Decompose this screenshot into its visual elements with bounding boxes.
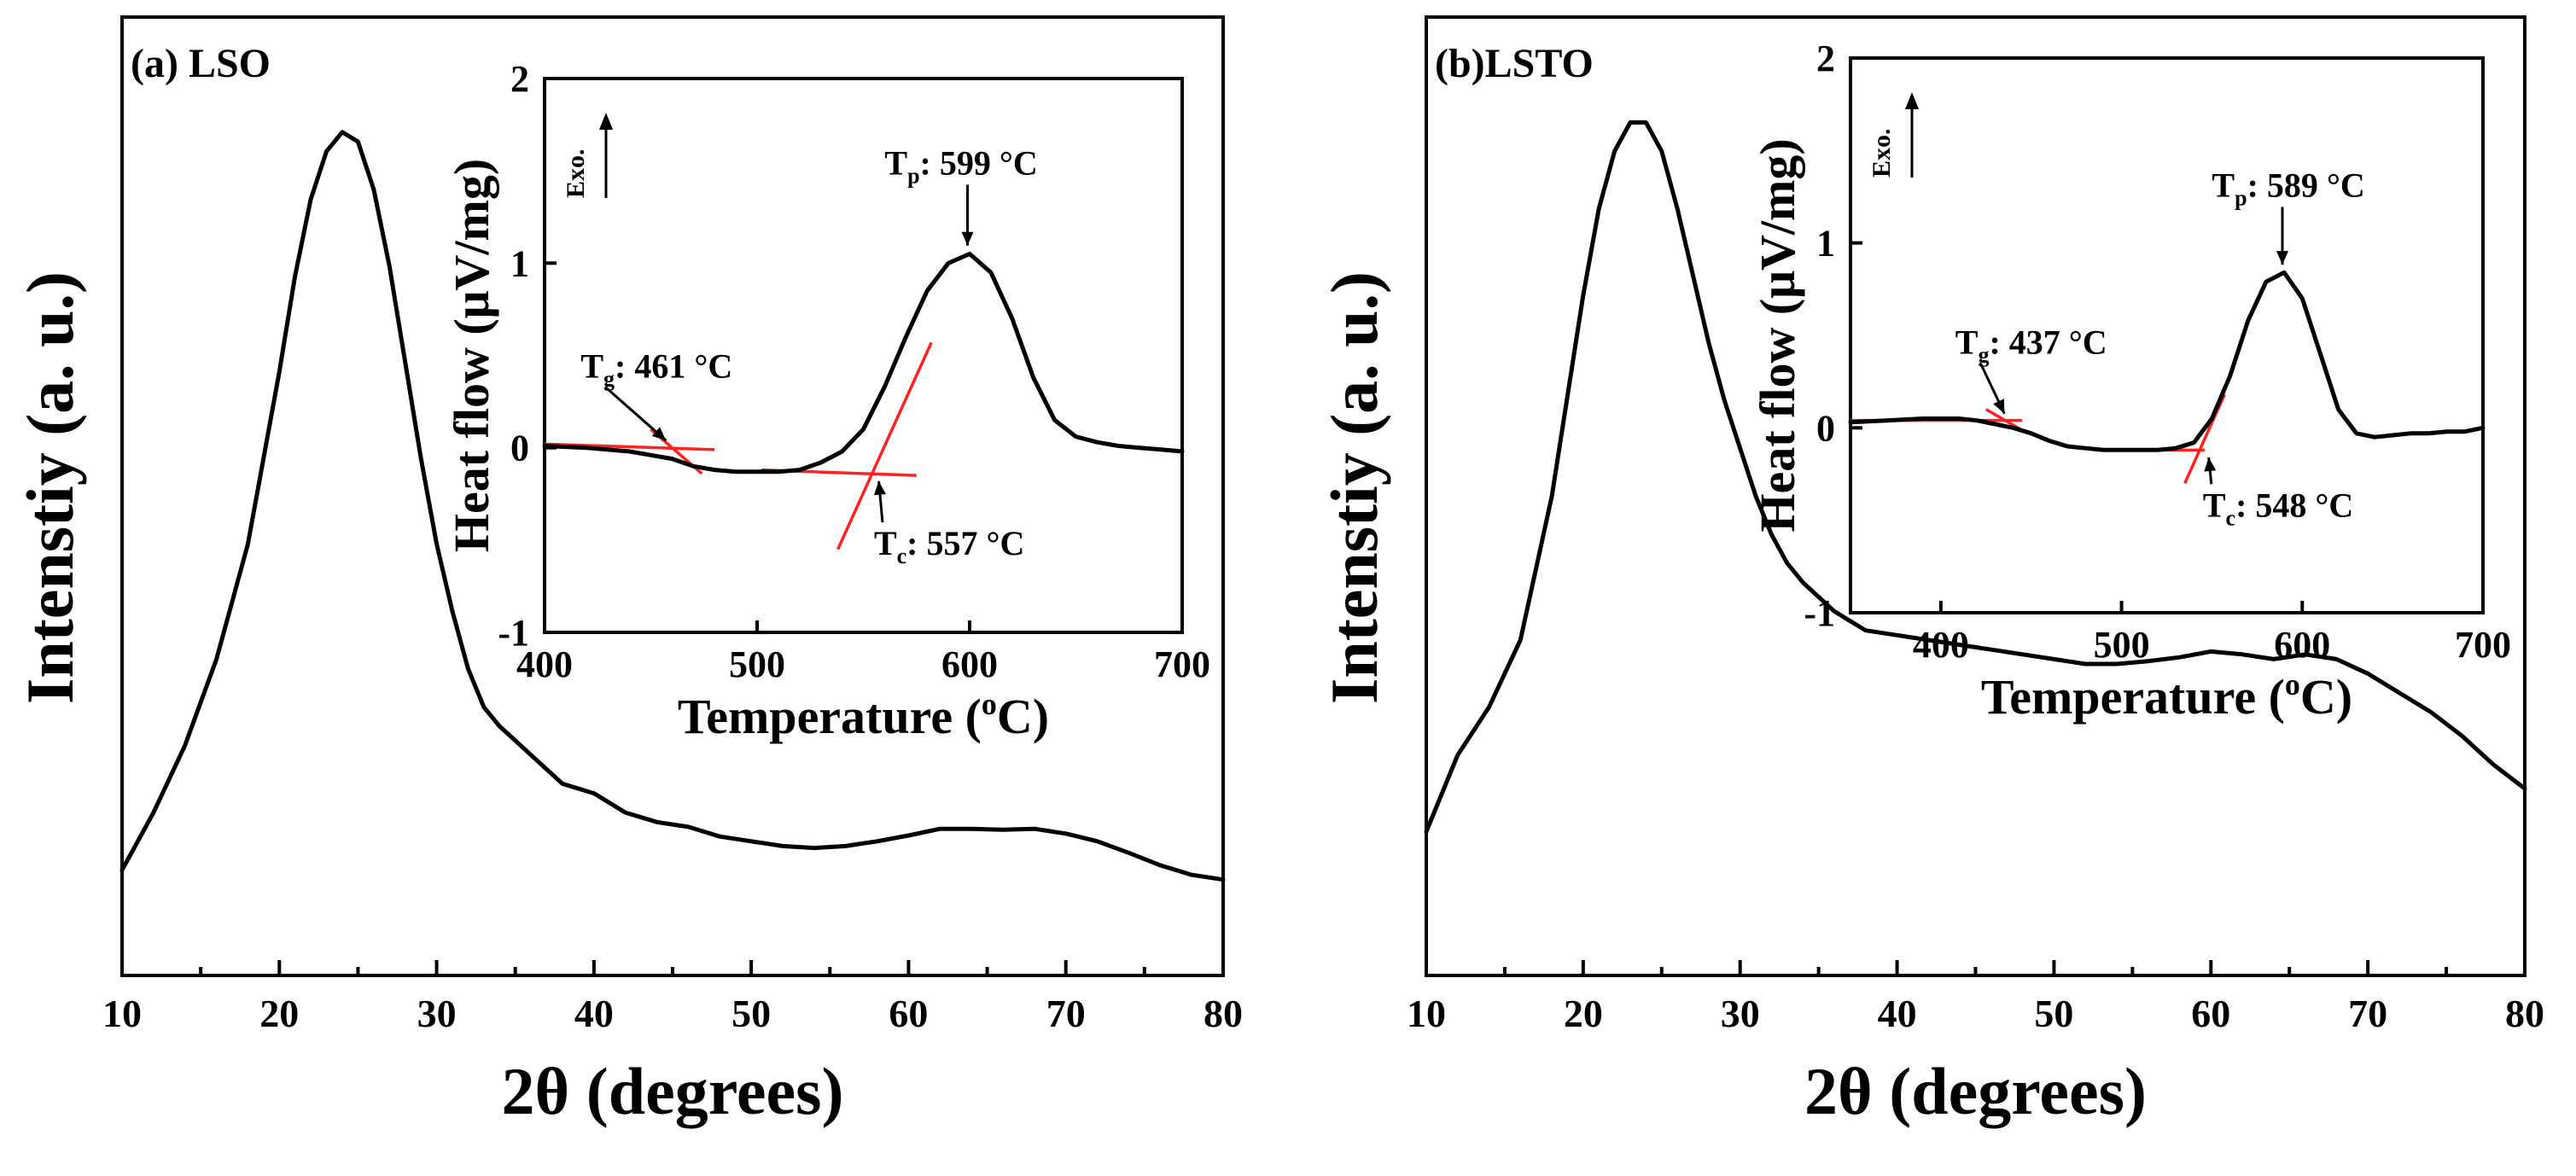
inset-dta: 400 500 600 700 -1 0 1 2 Temperature (oC) Heat fl…	[444, 58, 1210, 744]
x-tick-label: 50	[2034, 992, 2073, 1035]
x-tick-label: 10	[1407, 992, 1446, 1035]
inset-x-tick-label: 500	[2094, 624, 2150, 666]
panel-title: (b)LSTO	[1435, 41, 1594, 86]
inset-y-tick-label: 1	[1816, 223, 1835, 265]
inset-x-tick-label: 600	[941, 643, 998, 685]
annotation-arrow-head	[874, 480, 886, 496]
x-tick-label: 80	[1203, 992, 1243, 1035]
x-tick-label: 40	[574, 992, 614, 1035]
inset-x-tick-label: 500	[729, 643, 785, 685]
x-tick-label: 10	[102, 992, 142, 1035]
inset-x-tick-label: 700	[1154, 643, 1210, 685]
annotation-arrow-head	[651, 427, 667, 441]
x-tick-label: 20	[1564, 992, 1603, 1035]
inset-frame	[1849, 56, 2485, 614]
inset-y-tick-label: -1	[498, 612, 529, 654]
xrd-series-line	[1424, 120, 2527, 834]
x-tick-label: 60	[889, 992, 928, 1035]
tangent-line	[836, 341, 933, 550]
annotation-tp: Tp: 599 °C	[884, 143, 1037, 188]
x-tick-label: 80	[2505, 992, 2544, 1035]
annotation-tg: Tg: 461 °C	[580, 346, 732, 391]
annotation-arrow-head	[1993, 399, 2005, 414]
annotation-tc: Tc: 548 °C	[2203, 486, 2353, 530]
x-tick-label: 70	[2348, 992, 2387, 1035]
annotation-arrow-head	[2204, 457, 2217, 472]
plot-frame	[1425, 15, 2526, 977]
inset-frame	[543, 77, 1184, 634]
annotation-tc: Tc: 557 °C	[874, 524, 1024, 568]
dta-series-line	[542, 252, 1185, 474]
inset-x-tick-label: 400	[516, 643, 573, 685]
dta-series-line	[1848, 270, 2486, 452]
exo-label: Exo.	[1868, 128, 1896, 178]
inset-x-tick-label: 400	[1913, 624, 1969, 666]
annotation-tg: Tg: 437 °C	[1955, 323, 2107, 368]
inset-y-tick-label: 0	[510, 428, 529, 469]
annotation-tp: Tp: 589 °C	[2212, 166, 2364, 211]
inset-y-tick-label: 0	[1816, 407, 1835, 449]
x-tick-label: 30	[1721, 992, 1760, 1035]
annotation-arrow-head	[961, 231, 974, 246]
x-tick-label: 50	[731, 992, 771, 1035]
panel-title: (a) LSO	[131, 41, 271, 86]
x-axis-label: 2θ (degrees)	[1804, 1054, 2147, 1128]
inset-y-tick-label: 1	[510, 242, 529, 284]
x-tick-label: 40	[1878, 992, 1917, 1035]
x-axis-label: 2θ (degrees)	[502, 1054, 844, 1128]
inset-y-tick-label: 2	[1816, 38, 1835, 79]
tangent-line	[544, 442, 715, 451]
x-tick-label: 20	[259, 992, 299, 1035]
inset-x-tick-label: 700	[2455, 624, 2511, 666]
inset-dta: 400 500 600 700 -1 0 1 2 Temperature (oC) Heat fl…	[1750, 38, 2511, 725]
y-axis-label: Intenstiy (a. u.)	[13, 271, 87, 704]
inset-y-axis-label: Heat flow (μV/mg)	[444, 159, 499, 552]
exo-arrow-head	[1905, 92, 1919, 109]
x-tick-label: 30	[417, 992, 457, 1035]
xrd-series-line	[119, 130, 1226, 882]
inset-y-axis-label: Heat flow (μV/mg)	[1750, 138, 1805, 532]
exo-label: Exo.	[562, 148, 590, 198]
x-tick-label: 70	[1046, 992, 1086, 1035]
inset-y-tick-label: -1	[1804, 592, 1835, 634]
inset-x-tick-label: 600	[2274, 624, 2330, 666]
inset-x-axis-label: Temperature (oC)	[1981, 667, 2352, 725]
annotation-arrow-head	[2276, 251, 2288, 265]
inset-x-axis-label: Temperature (oC)	[678, 687, 1049, 744]
y-axis-label: Intenstiy (a. u.)	[1317, 271, 1391, 704]
exo-arrow-head	[599, 113, 613, 130]
inset-y-tick-label: 2	[510, 58, 529, 100]
x-tick-label: 60	[2191, 992, 2230, 1035]
